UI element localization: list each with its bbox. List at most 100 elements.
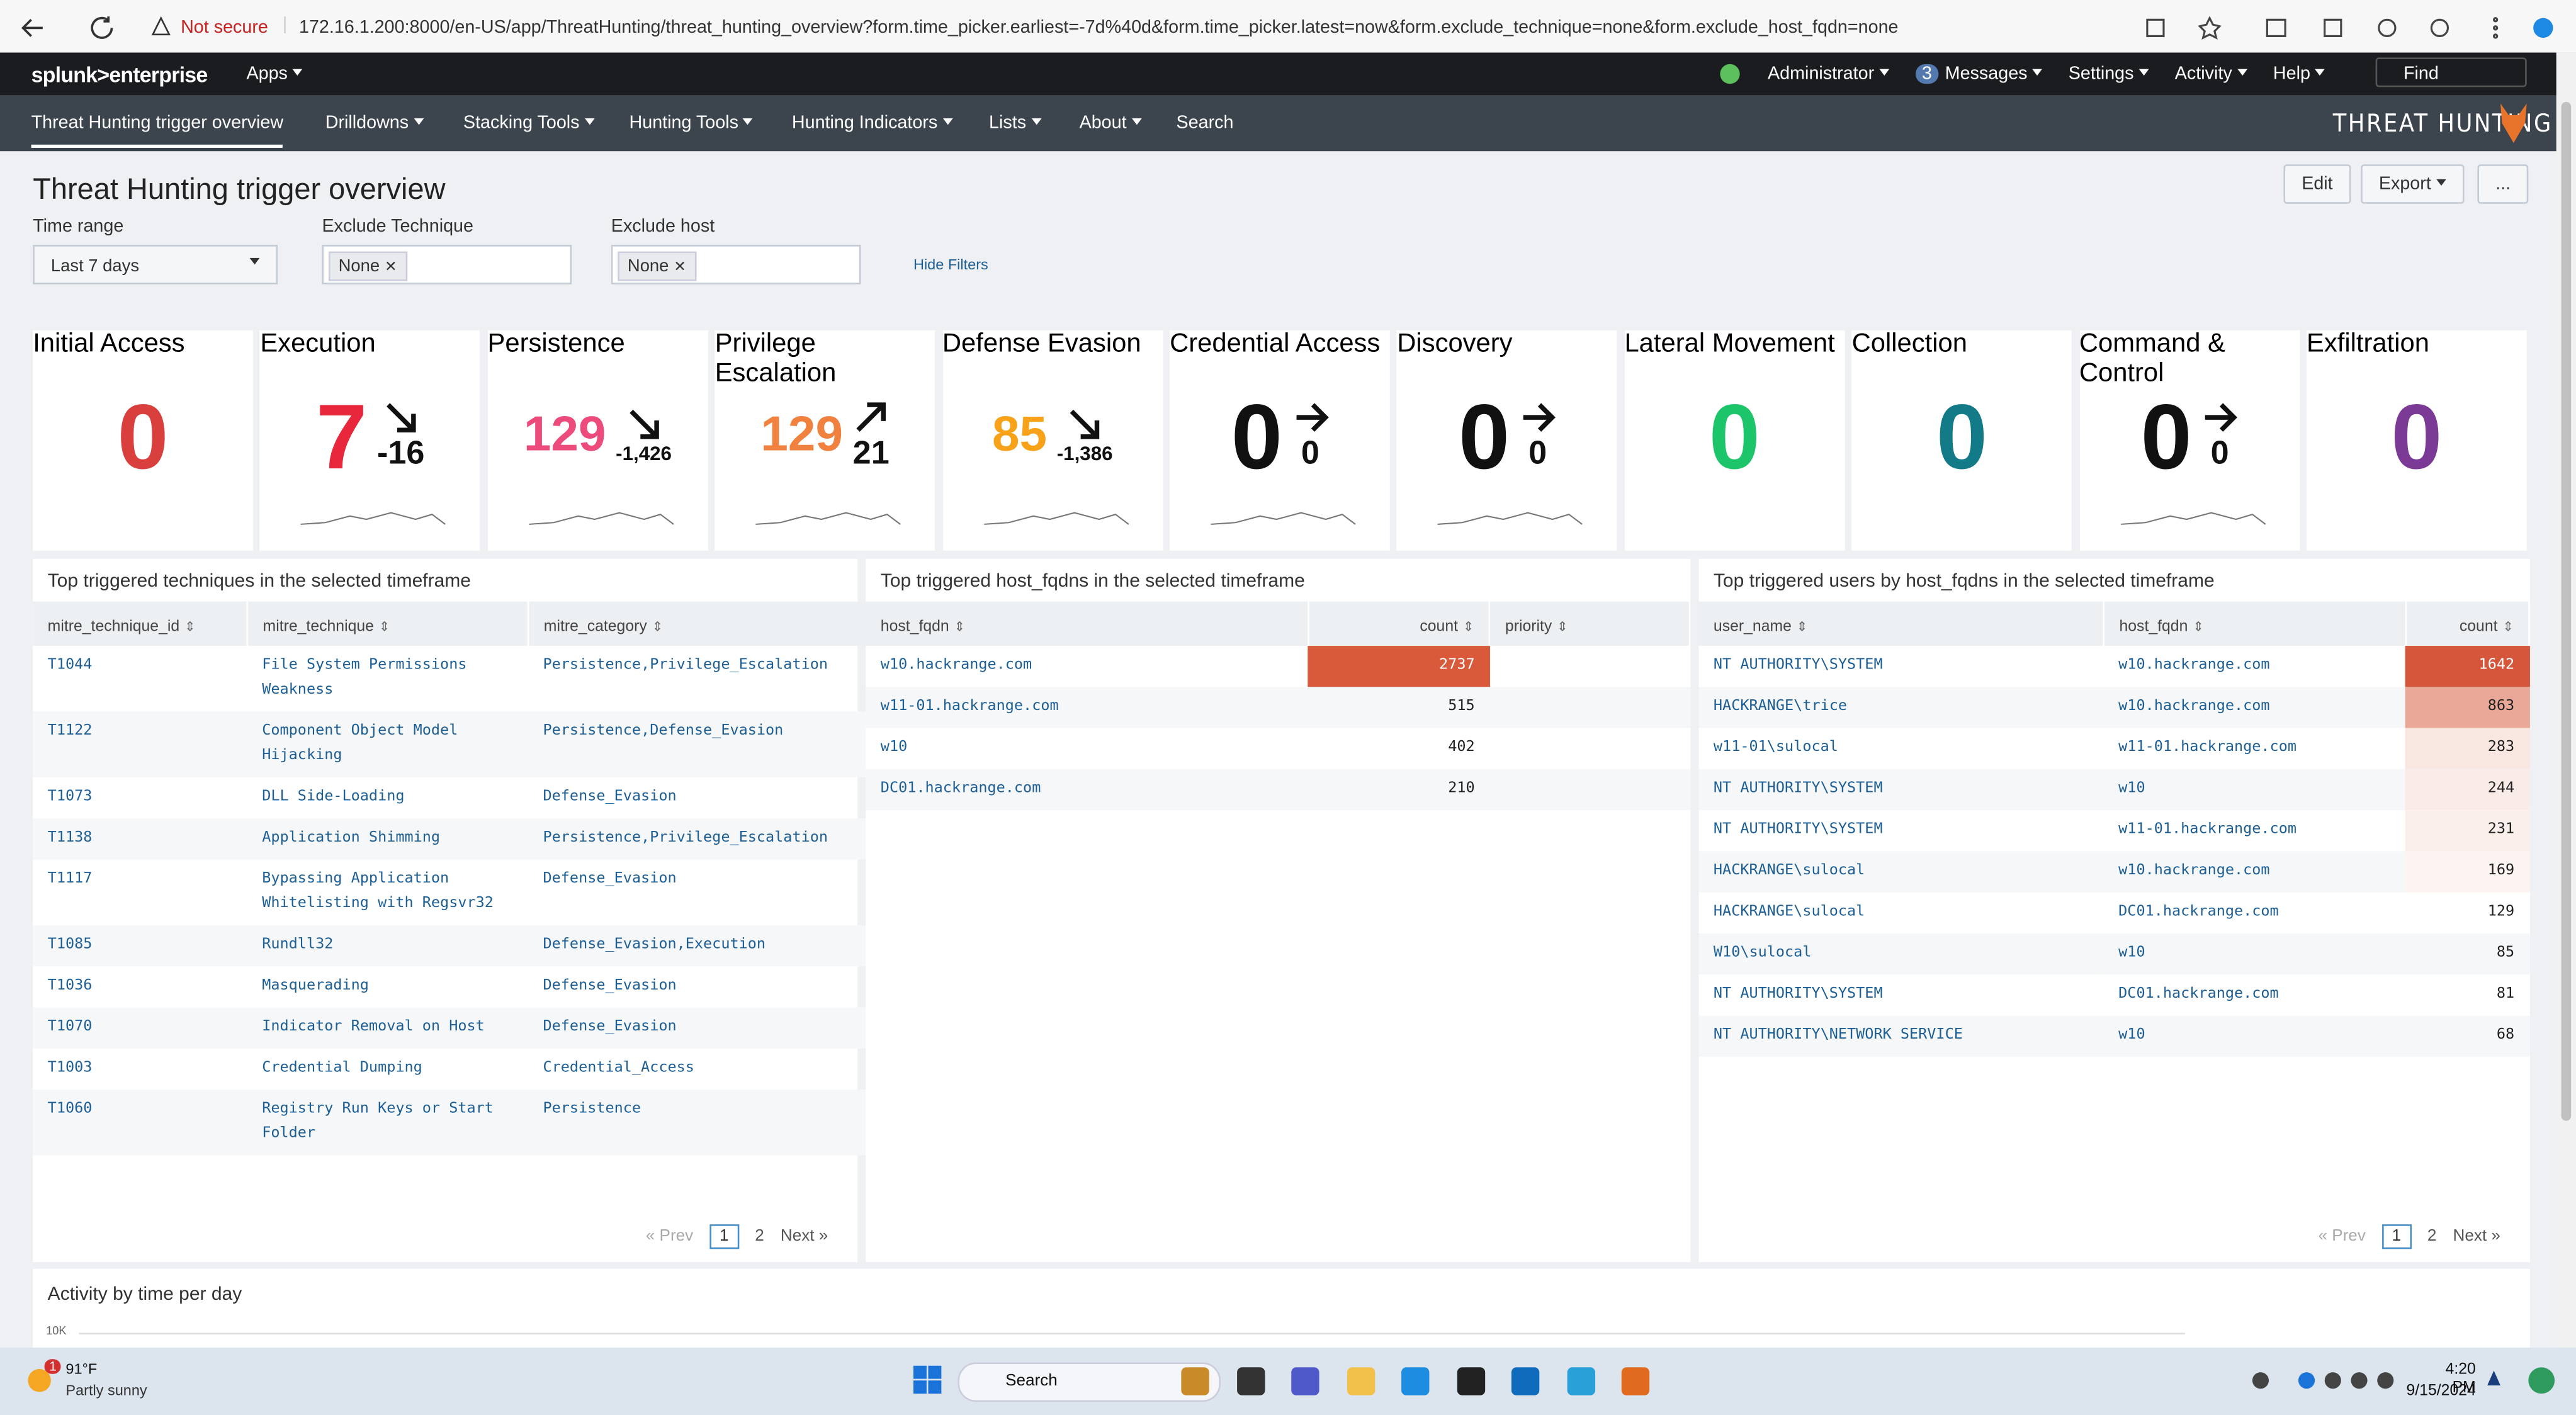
table-cell[interactable]: w11-01.hackrange.com xyxy=(2118,739,2296,757)
table-cell[interactable]: Registry Run Keys or Start Folder xyxy=(247,1090,529,1156)
table-cell[interactable]: Defense_Evasion,Execution xyxy=(528,925,872,967)
start-button[interactable] xyxy=(913,1365,943,1395)
table-cell[interactable]: Persistence xyxy=(528,1090,872,1156)
table-cell[interactable]: File System Permissions Weakness xyxy=(262,657,467,699)
table-cell[interactable]: Persistence,Defense_Evasion xyxy=(528,711,872,777)
column-header[interactable]: mitre_category xyxy=(528,601,873,646)
table-cell[interactable]: Persistence,Privilege_Escalation xyxy=(528,818,872,860)
taskbar-app[interactable] xyxy=(1456,1367,1484,1395)
taskbar-app[interactable] xyxy=(1181,1367,1209,1395)
taskbar-app[interactable] xyxy=(1291,1367,1319,1395)
table-cell[interactable]: DC01.hackrange.com xyxy=(866,769,1308,811)
dashboard-button[interactable]: Export xyxy=(2361,164,2465,204)
table-cell[interactable]: Masquerading xyxy=(262,978,369,995)
table-cell[interactable]: NT AUTHORITY\SYSTEM xyxy=(1698,769,2104,811)
apps-menu[interactable]: Apps xyxy=(246,64,302,84)
app-nav-item[interactable]: Drilldowns xyxy=(325,113,424,133)
find-box[interactable]: Find xyxy=(2375,57,2527,87)
table-cell[interactable]: Defense_Evasion xyxy=(543,978,677,995)
copilot[interactable] xyxy=(2527,1366,2556,1395)
table-cell[interactable]: Credential Dumping xyxy=(262,1060,422,1077)
table-cell[interactable]: w11-01.hackrange.com xyxy=(866,687,1308,728)
column-header[interactable]: count xyxy=(1308,601,1491,646)
taskbar-app[interactable] xyxy=(1511,1367,1540,1395)
dashboard-button[interactable]: Edit xyxy=(2283,164,2351,204)
table-cell[interactable]: w10.hackrange.com xyxy=(2118,657,2270,674)
table-cell[interactable]: T1003 xyxy=(47,1060,93,1077)
user-menu[interactable]: Administrator xyxy=(1768,64,1889,84)
app-nav-item[interactable]: Hunting Indicators xyxy=(792,113,952,133)
table-cell[interactable]: Credential_Access xyxy=(543,1060,694,1077)
table-cell[interactable]: w10.hackrange.com xyxy=(880,657,1032,674)
table-cell[interactable]: T1085 xyxy=(33,925,247,967)
taskbar-search[interactable]: Search xyxy=(958,1362,1221,1402)
browser-toolbar-icons[interactable] xyxy=(2144,14,2555,41)
column-header[interactable]: priority xyxy=(1489,601,1691,646)
pager-page[interactable]: 1 xyxy=(2381,1224,2411,1249)
table-cell[interactable]: w10 xyxy=(880,739,908,757)
app-nav-item[interactable]: Stacking Tools xyxy=(463,113,594,133)
pager-page[interactable]: 2 xyxy=(2427,1227,2437,1246)
table-cell[interactable]: HACKRANGE\sulocal xyxy=(1713,903,1865,921)
table-cell[interactable]: HACKRANGE\sulocal xyxy=(1698,851,2104,893)
browser-nav-icons[interactable] xyxy=(20,14,118,41)
table-cell[interactable]: Defense_Evasion xyxy=(528,1007,872,1049)
app-nav-item[interactable]: Search xyxy=(1176,113,1234,133)
table-cell[interactable]: NT AUTHORITY\SYSTEM xyxy=(1713,986,1883,1003)
table-cell[interactable]: Application Shimming xyxy=(247,818,529,860)
table-cell[interactable]: T1073 xyxy=(47,789,93,806)
app-nav-item[interactable]: Hunting Tools xyxy=(630,113,754,133)
table-cell[interactable]: w10 xyxy=(2103,769,2405,811)
hide-filters-link[interactable]: Hide Filters xyxy=(913,256,988,273)
taskbar-app[interactable] xyxy=(1346,1367,1375,1395)
app-nav-item[interactable]: Lists xyxy=(989,113,1041,133)
table-cell[interactable]: w11-01\sulocal xyxy=(1713,739,1838,757)
table-cell[interactable]: T1117 xyxy=(47,871,93,888)
table-cell[interactable]: NT AUTHORITY\NETWORK SERVICE xyxy=(1698,1015,2104,1057)
column-header[interactable]: mitre_technique_id xyxy=(33,601,249,646)
token-remove[interactable]: ✕ xyxy=(674,257,686,275)
table-cell[interactable]: W10\sulocal xyxy=(1698,933,2104,975)
filter-input[interactable]: Last 7 days xyxy=(33,245,278,285)
column-header[interactable]: count xyxy=(2405,601,2530,646)
pager-page[interactable]: 2 xyxy=(755,1227,764,1246)
notifications[interactable] xyxy=(2484,1369,2504,1392)
scroll-thumb[interactable] xyxy=(2561,101,2572,1121)
settings-menu[interactable]: Settings xyxy=(2069,64,2149,84)
column-header[interactable]: mitre_technique xyxy=(247,601,529,646)
app-nav-item[interactable]: About xyxy=(1080,113,1142,133)
pager-page[interactable]: 1 xyxy=(709,1224,739,1249)
table-cell[interactable]: T1138 xyxy=(33,818,247,860)
table-cell[interactable]: Component Object Model Hijacking xyxy=(247,711,529,777)
column-header[interactable]: user_name xyxy=(1698,601,2104,646)
table-cell[interactable]: w10 xyxy=(2103,933,2405,975)
table-cell[interactable]: DC01.hackrange.com xyxy=(2118,903,2279,921)
app-nav-item[interactable]: Threat Hunting trigger overview xyxy=(31,113,284,148)
table-cell[interactable]: T1070 xyxy=(33,1007,247,1049)
table-cell[interactable]: T1036 xyxy=(47,978,93,995)
table-cell[interactable]: DLL Side-Loading xyxy=(262,789,405,806)
table-cell[interactable]: T1060 xyxy=(33,1090,247,1156)
pager-next[interactable]: Next » xyxy=(780,1227,828,1246)
filter-input[interactable]: None ✕ xyxy=(611,245,861,285)
table-cell[interactable]: w11-01.hackrange.com xyxy=(2118,821,2296,838)
taskbar-app[interactable] xyxy=(1401,1367,1430,1395)
table-cell[interactable]: w10.hackrange.com xyxy=(2103,687,2405,728)
table-cell[interactable]: HACKRANGE\trice xyxy=(1698,687,2104,728)
taskbar-app[interactable] xyxy=(1621,1367,1650,1395)
url[interactable]: 172.16.1.200:8000/en-US/app/ThreatHuntin… xyxy=(298,18,1899,38)
column-header[interactable]: host_fqdn xyxy=(866,601,1309,646)
table-cell[interactable]: T1044 xyxy=(47,657,93,674)
filter-input[interactable]: None ✕ xyxy=(322,245,572,285)
table-cell[interactable]: Bypassing Application Whitelisting with … xyxy=(262,871,494,913)
taskbar-app[interactable] xyxy=(1566,1367,1595,1395)
taskbar-app[interactable] xyxy=(1236,1367,1265,1395)
pager-next[interactable]: Next » xyxy=(2453,1227,2500,1246)
table-cell[interactable]: NT AUTHORITY\SYSTEM xyxy=(1713,657,1883,674)
column-header[interactable]: host_fqdn xyxy=(2103,601,2406,646)
table-cell[interactable]: w10.hackrange.com xyxy=(2103,851,2405,893)
table-cell[interactable]: DC01.hackrange.com xyxy=(2118,986,2279,1003)
table-cell[interactable]: Indicator Removal on Host xyxy=(247,1007,529,1049)
messages-menu[interactable]: 3 Messages xyxy=(1915,64,2042,84)
dashboard-button[interactable]: ... xyxy=(2477,164,2529,204)
